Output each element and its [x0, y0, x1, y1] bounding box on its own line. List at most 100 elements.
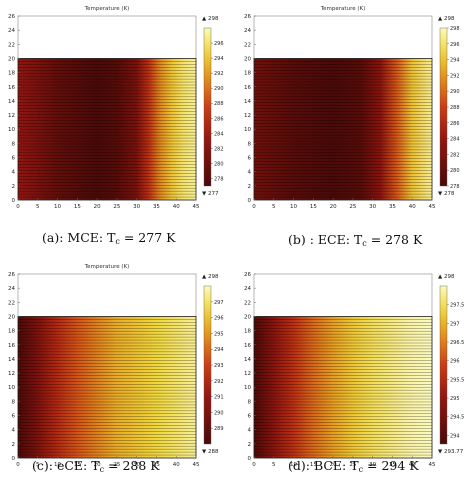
colorbar-tick-label: 284	[214, 131, 224, 137]
colorbar-tick-label: 296	[214, 316, 224, 322]
colorbar-tick-label: 298	[450, 26, 460, 32]
colorbar-tick-label: 282	[214, 146, 224, 152]
colorbar-tick-label: 294	[214, 347, 224, 353]
y-tick-label: 14	[244, 99, 251, 105]
caption-a: (a): MCE: Tc = 277 K	[42, 230, 176, 246]
y-tick-label: 0	[248, 456, 252, 462]
y-tick-label: 4	[248, 170, 252, 176]
x-tick-label: 40	[409, 204, 416, 210]
y-tick-label: 0	[12, 198, 16, 204]
y-tick-label: 2	[12, 184, 16, 190]
colorbar-tick-label: 293	[214, 363, 224, 369]
y-tick-label: 8	[12, 141, 16, 147]
x-tick-label: 10	[54, 462, 61, 468]
colorbar-tick-label: 290	[214, 410, 224, 416]
x-tick-label: 10	[290, 462, 297, 468]
colorbar-tick-label: 296	[214, 41, 224, 47]
colorbar-tick-label: 288	[214, 101, 224, 107]
y-tick-label: 16	[244, 85, 251, 91]
y-tick-label: 18	[244, 71, 251, 77]
y-tick-label: 6	[248, 414, 252, 420]
x-tick-label: 45	[193, 204, 200, 210]
colorbar-tick-label: 288	[450, 105, 460, 111]
x-tick-label: 35	[389, 462, 396, 468]
colorbar-tick-label: 295	[214, 331, 224, 337]
y-tick-label: 0	[12, 456, 16, 462]
x-tick-label: 40	[173, 462, 180, 468]
colorbar-tick-label: 278	[450, 184, 460, 190]
y-tick-label: 24	[244, 286, 251, 292]
colorbar-min-label: ▼ 277	[202, 191, 219, 197]
x-tick-label: 30	[369, 204, 376, 210]
y-tick-label: 18	[244, 329, 251, 335]
y-tick-label: 2	[248, 184, 252, 190]
colorbar-max-label: ▲ 298	[438, 16, 455, 22]
y-tick-label: 26	[8, 14, 15, 20]
x-tick-label: 30	[369, 462, 376, 468]
y-tick-label: 12	[8, 113, 15, 119]
x-tick-label: 20	[94, 462, 101, 468]
y-tick-label: 10	[244, 385, 251, 391]
colorbar-tick-label: 291	[214, 395, 224, 401]
colorbar-tick-label: 292	[214, 379, 224, 385]
colorbar-tick-label: 296.5	[450, 340, 464, 346]
colorbar-tick-label: 295	[450, 396, 460, 402]
x-tick-label: 15	[74, 204, 81, 210]
x-tick-label: 10	[290, 204, 297, 210]
y-tick-label: 22	[244, 300, 251, 306]
chart-panel-c: Temperature (K) 0 5 10 15 20 25 30 35 40 45 0 2 4 6 8 10…	[0, 258, 236, 486]
colorbar	[439, 27, 448, 187]
colorbar-tick-label: 294	[214, 56, 224, 62]
y-tick-label: 4	[12, 170, 16, 176]
x-tick-label: 20	[330, 204, 337, 210]
y-tick-label: 18	[8, 329, 15, 335]
x-tick-label: 45	[429, 462, 436, 468]
y-tick-label: 10	[8, 127, 15, 133]
y-tick-label: 26	[244, 272, 251, 278]
colorbar	[203, 285, 212, 445]
x-tick-label: 5	[36, 204, 40, 210]
x-tick-label: 25	[349, 204, 356, 210]
x-tick-label: 0	[252, 462, 256, 468]
y-tick-label: 6	[248, 156, 252, 162]
colorbar	[203, 27, 212, 187]
y-tick-label: 12	[244, 113, 251, 119]
y-tick-label: 6	[12, 414, 16, 420]
x-tick-label: 5	[272, 462, 276, 468]
colorbar-tick-label: 286	[214, 116, 224, 122]
y-tick-label: 4	[248, 428, 252, 434]
caption-d: (d): BCE: Tc = 294 K	[288, 458, 419, 474]
y-tick-label: 4	[12, 428, 16, 434]
y-tick-label: 8	[248, 141, 252, 147]
colorbar-tick-label: 280	[214, 161, 224, 167]
colorbar-tick-label: 280	[450, 168, 460, 174]
chart-title: Temperature (K)	[84, 6, 130, 12]
x-tick-label: 45	[429, 204, 436, 210]
colorbar-tick-label: 282	[450, 152, 460, 158]
colorbar-tick-label: 294.5	[450, 415, 464, 421]
x-tick-label: 5	[36, 462, 40, 468]
colorbar-tick-label: 297.5	[450, 303, 464, 309]
colorbar-tick-label: 289	[214, 426, 224, 432]
y-tick-label: 22	[8, 300, 15, 306]
x-tick-label: 15	[74, 462, 81, 468]
colorbar-min-label: ▼ 288	[202, 449, 219, 455]
y-tick-label: 12	[244, 371, 251, 377]
x-tick-label: 30	[133, 462, 140, 468]
colorbar-tick-label: 295.5	[450, 377, 464, 383]
x-tick-label: 25	[113, 204, 120, 210]
x-tick-label: 25	[113, 462, 120, 468]
chart-panel-b: Temperature (K) 0 5 10 15 20 25 30 35 40 45 0 2 4 6 8 10…	[236, 0, 472, 228]
x-tick-label: 40	[173, 204, 180, 210]
y-tick-label: 8	[248, 399, 252, 405]
y-tick-label: 24	[8, 286, 15, 292]
colorbar-tick-label: 292	[450, 73, 460, 79]
y-tick-label: 22	[8, 42, 15, 48]
y-tick-label: 24	[244, 28, 251, 34]
y-tick-label: 2	[248, 442, 252, 448]
colorbar-max-label: ▲ 298	[202, 274, 219, 280]
y-tick-label: 14	[8, 357, 15, 363]
chart-panel-a: Temperature (K) 0 5 10 15 20 25 30 35 40 45 0 2 4 6 8 10…	[0, 0, 236, 228]
y-tick-label: 20	[8, 314, 15, 320]
colorbar-max-label: ▲ 298	[202, 16, 219, 22]
